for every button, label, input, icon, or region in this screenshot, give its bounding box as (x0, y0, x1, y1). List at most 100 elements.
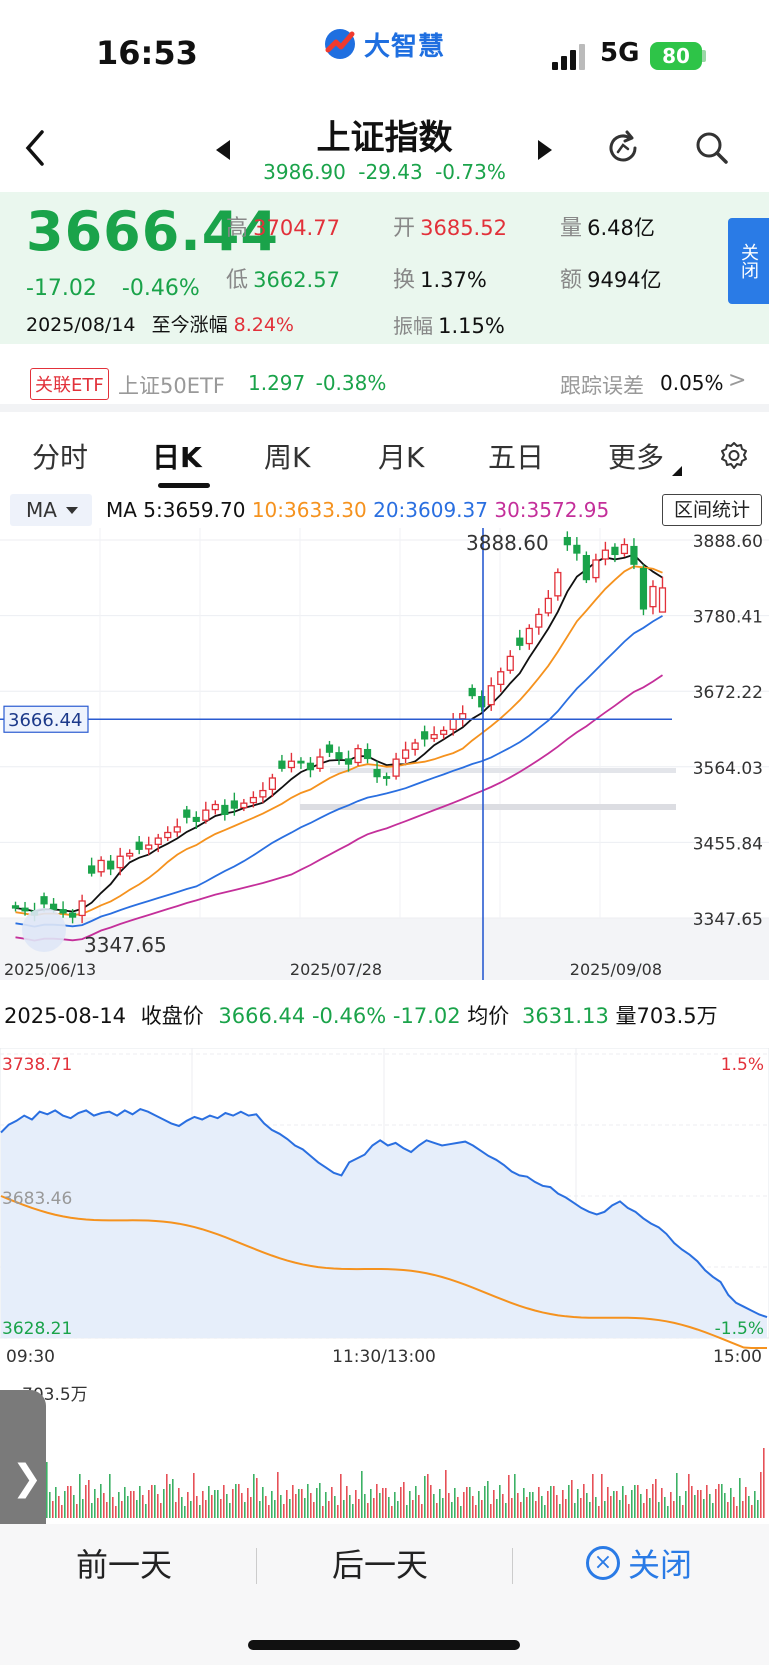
volume-bar (646, 1489, 648, 1518)
pct-top-label: 1.5% (721, 1055, 764, 1075)
volume-bar (559, 1504, 561, 1518)
volume-bar (508, 1475, 510, 1518)
low-value: 3662.57 (253, 268, 340, 292)
volume-bar (355, 1490, 357, 1518)
close-side-button[interactable]: 关闭 (728, 218, 769, 304)
tab-daily-k[interactable]: 日K (152, 441, 202, 474)
tab-weekly-k[interactable]: 周K (264, 441, 311, 474)
volume-bar (85, 1485, 87, 1518)
volume-bar (346, 1486, 348, 1518)
volume-bar (712, 1503, 714, 1518)
volume-bar (289, 1499, 291, 1518)
candle-body (354, 748, 362, 764)
volume-bar (679, 1496, 681, 1518)
volume-bar (553, 1486, 555, 1518)
volume-bar (160, 1503, 162, 1518)
kline-chart[interactable]: 3666.44 3888.60 3780.41 3672.22 3564.03 3455… (0, 528, 769, 980)
volume-bar (556, 1495, 558, 1518)
volume-bar (79, 1474, 81, 1518)
volume-bar (643, 1503, 645, 1518)
x-tick-label: 11:30/13:00 (332, 1347, 436, 1367)
volume-bar (247, 1488, 249, 1518)
ma30-value: 30:3572.95 (494, 498, 610, 522)
volume-bar (166, 1474, 168, 1518)
volume-bar (331, 1487, 333, 1518)
volume-bar (271, 1491, 273, 1518)
gear-icon[interactable] (718, 440, 750, 472)
volume-bar (493, 1490, 495, 1518)
volume-bar (325, 1492, 327, 1518)
volume-bar (130, 1491, 132, 1518)
avg-label: 均价 (467, 1004, 510, 1028)
crosshair-info-row: 2025-08-14 收盘价 3666.44 -0.46% -17.02 均价 … (4, 1000, 718, 1030)
candle-body (639, 567, 648, 610)
volume-bar (595, 1497, 597, 1518)
tab-monthly-k[interactable]: 月K (378, 441, 425, 474)
amount-label: 额 (560, 268, 583, 293)
y-tick-label: 3455.84 (693, 834, 763, 854)
tab-five-day[interactable]: 五日 (488, 441, 545, 474)
volume-bar (538, 1487, 540, 1518)
ma-line (15, 674, 664, 942)
volume-bar (565, 1499, 567, 1518)
next-stock-icon[interactable] (538, 140, 552, 160)
tab-timeshare[interactable]: 分时 (32, 441, 89, 474)
volume-bar (583, 1484, 585, 1518)
volume-bar (670, 1492, 672, 1518)
volume-bar (760, 1472, 762, 1518)
volume-bar (484, 1486, 486, 1518)
volume-bar (106, 1502, 108, 1518)
volume-bar (301, 1489, 303, 1518)
close-label: 关闭 (628, 1546, 693, 1584)
volume-bar (445, 1470, 447, 1518)
volume-bar (490, 1504, 492, 1518)
candle-body (582, 555, 590, 581)
y-tick-label: 3888.60 (693, 532, 763, 552)
volume-bar (628, 1504, 630, 1518)
open-value: 3685.52 (420, 216, 507, 240)
battery-tip (702, 50, 706, 62)
divider (256, 1548, 257, 1584)
back-icon[interactable] (22, 128, 48, 168)
volume-bar (487, 1481, 489, 1518)
refresh-icon[interactable] (603, 128, 643, 168)
volume-bar (76, 1504, 78, 1518)
tab-more[interactable]: 更多 (608, 441, 665, 474)
volume-bar (67, 1486, 69, 1518)
volume-bar (337, 1505, 339, 1518)
volume-bar (88, 1480, 90, 1518)
next-day-button[interactable]: 后一天 (332, 1546, 429, 1584)
volume-bar (718, 1484, 720, 1518)
volume-bar (676, 1473, 678, 1518)
intraday-chart[interactable]: 3738.71 3683.46 3628.21 1.5% -1.5% 09:30 11:30… (0, 1048, 769, 1524)
volume-bar (190, 1501, 192, 1518)
interval-stats-button[interactable]: 区间统计 (662, 494, 762, 526)
search-icon[interactable] (692, 128, 732, 168)
volume-bar (652, 1484, 654, 1518)
max-price-label: 3888.60 (466, 531, 549, 555)
volume-bar (142, 1495, 144, 1518)
candle-body (230, 800, 238, 809)
ma-selector[interactable]: MA (10, 494, 92, 526)
candle-body (411, 742, 419, 751)
candle-body (268, 777, 276, 790)
candle-body (135, 841, 143, 850)
chevron-right-icon[interactable]: > (728, 368, 747, 393)
close-button[interactable]: × 关闭 (586, 1540, 692, 1586)
candle-body (173, 826, 181, 833)
x-tick-label: 15:00 (713, 1347, 762, 1367)
volume-bar (193, 1473, 195, 1518)
y-tick-label: 3564.03 (693, 759, 763, 779)
y-top-label: 3738.71 (2, 1055, 72, 1075)
prev-stock-icon[interactable] (216, 140, 230, 160)
candle-body (154, 837, 162, 846)
tab-active-indicator (158, 483, 210, 488)
volume-bar (625, 1495, 627, 1518)
etf-name: 上证50ETF (118, 374, 225, 398)
etf-row[interactable] (0, 354, 769, 412)
volume-bar (592, 1474, 594, 1518)
volume-bar (541, 1496, 543, 1518)
volume-bar (724, 1493, 726, 1518)
volume-bar (109, 1474, 111, 1518)
prev-day-button[interactable]: 前一天 (76, 1546, 173, 1584)
